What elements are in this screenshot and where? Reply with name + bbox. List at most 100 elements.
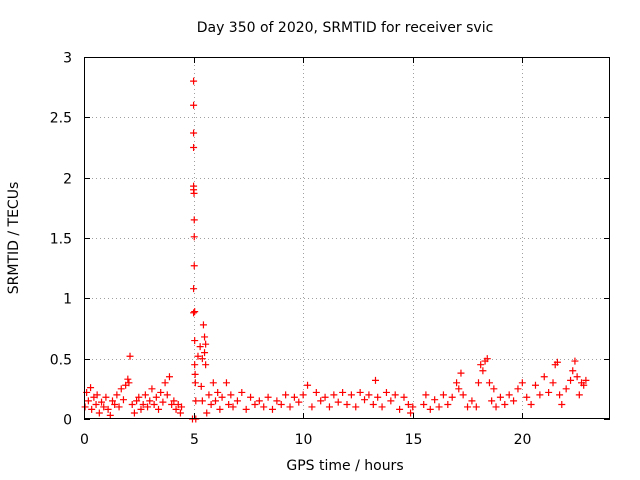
data-point bbox=[356, 388, 364, 396]
data-point bbox=[218, 393, 226, 401]
data-point bbox=[286, 403, 294, 411]
x-tick-label: 15 bbox=[405, 432, 423, 448]
plot-frame bbox=[84, 57, 610, 419]
data-point bbox=[479, 367, 487, 375]
data-point bbox=[290, 393, 298, 401]
data-point bbox=[567, 376, 575, 384]
data-point bbox=[190, 309, 198, 317]
data-point bbox=[273, 397, 281, 405]
data-point bbox=[569, 367, 577, 375]
data-point bbox=[201, 349, 209, 357]
data-point bbox=[464, 403, 472, 411]
data-point bbox=[501, 401, 509, 409]
data-point bbox=[227, 391, 235, 399]
data-point bbox=[558, 401, 566, 409]
data-point bbox=[347, 391, 355, 399]
data-point bbox=[304, 381, 312, 389]
data-point bbox=[531, 381, 539, 389]
data-point bbox=[523, 393, 531, 401]
data-point bbox=[98, 398, 106, 406]
data-point bbox=[190, 129, 198, 137]
data-point bbox=[317, 397, 325, 405]
data-point bbox=[125, 379, 133, 387]
data-point bbox=[216, 405, 224, 413]
data-point bbox=[161, 379, 169, 387]
data-point bbox=[108, 397, 116, 405]
data-point bbox=[459, 391, 467, 399]
x-tick-label: 20 bbox=[514, 432, 532, 448]
data-point bbox=[168, 401, 176, 409]
data-point bbox=[88, 405, 96, 413]
data-point bbox=[334, 398, 342, 406]
data-point bbox=[150, 401, 158, 409]
data-point bbox=[190, 144, 198, 151]
x-axis-title: GPS time / hours bbox=[286, 458, 403, 474]
data-point bbox=[510, 397, 518, 405]
data-point bbox=[536, 391, 544, 399]
y-tick-label: 1 bbox=[63, 292, 72, 308]
data-point bbox=[190, 233, 198, 241]
data-point bbox=[453, 379, 461, 387]
data-point bbox=[400, 393, 408, 401]
data-point bbox=[556, 391, 564, 399]
data-point bbox=[518, 379, 526, 387]
data-point bbox=[472, 403, 480, 411]
data-point bbox=[295, 398, 303, 406]
data-point bbox=[485, 379, 493, 387]
data-point bbox=[106, 411, 114, 419]
x-tick-label: 10 bbox=[295, 432, 313, 448]
data-point bbox=[420, 401, 428, 409]
data-point bbox=[148, 385, 156, 393]
y-tick-label: 0.5 bbox=[50, 353, 72, 369]
data-point bbox=[264, 393, 272, 401]
data-point bbox=[172, 405, 180, 413]
x-tick-label: 0 bbox=[80, 432, 89, 448]
data-point bbox=[192, 397, 200, 405]
data-point bbox=[194, 352, 202, 360]
data-point bbox=[100, 403, 108, 411]
data-point bbox=[119, 396, 127, 404]
data-point bbox=[117, 385, 125, 393]
data-point bbox=[387, 397, 395, 405]
data-point bbox=[163, 391, 171, 399]
data-point bbox=[84, 397, 92, 405]
data-point bbox=[361, 396, 369, 404]
y-tick-label: 1.5 bbox=[50, 232, 72, 248]
data-point bbox=[190, 285, 198, 293]
data-point bbox=[549, 379, 557, 387]
data-point bbox=[435, 403, 443, 411]
data-point bbox=[255, 397, 263, 405]
data-point bbox=[444, 401, 452, 409]
data-point bbox=[111, 401, 119, 409]
y-tick-label: 0 bbox=[63, 413, 72, 429]
data-point bbox=[191, 370, 199, 378]
x-tick-label: 5 bbox=[190, 432, 199, 448]
data-point bbox=[190, 216, 198, 224]
data-point bbox=[155, 405, 163, 413]
data-point bbox=[137, 405, 145, 413]
data-point bbox=[374, 393, 382, 401]
data-point bbox=[214, 388, 222, 396]
data-point bbox=[483, 355, 491, 363]
data-point bbox=[233, 397, 241, 405]
data-point bbox=[580, 381, 588, 389]
data-point bbox=[571, 357, 579, 365]
data-point bbox=[191, 361, 199, 369]
data-point bbox=[339, 388, 347, 396]
data-point bbox=[540, 373, 548, 381]
data-point bbox=[95, 409, 103, 417]
data-point bbox=[203, 409, 211, 417]
data-point bbox=[104, 405, 112, 413]
data-point bbox=[352, 403, 360, 411]
data-point bbox=[448, 393, 456, 401]
data-point bbox=[176, 409, 184, 417]
axis-ticks bbox=[84, 57, 610, 420]
data-point bbox=[190, 262, 198, 270]
data-point bbox=[247, 393, 255, 401]
data-point bbox=[455, 385, 463, 393]
data-point bbox=[113, 391, 121, 399]
data-point bbox=[202, 361, 210, 369]
data-point bbox=[282, 391, 290, 399]
y-tick-label: 2 bbox=[63, 172, 72, 188]
